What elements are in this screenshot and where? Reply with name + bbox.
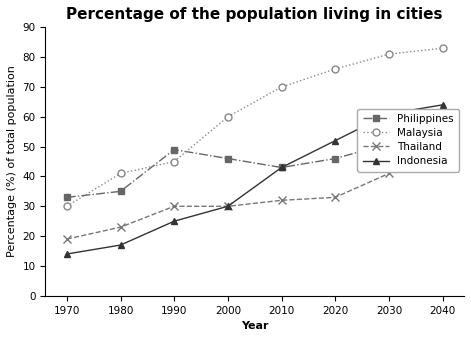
Malaysia (279, 85, 284, 89)
Malaysia (64, 204, 70, 208)
Philippines (386, 142, 392, 146)
Philippines (333, 156, 338, 161)
Line: Thailand: Thailand (63, 142, 447, 243)
Malaysia (386, 52, 392, 56)
Thailand (333, 195, 338, 199)
Malaysia (333, 67, 338, 71)
Malaysia (440, 46, 446, 50)
Indonesia (225, 204, 231, 208)
Philippines (440, 124, 446, 128)
Line: Philippines: Philippines (64, 123, 446, 200)
Malaysia (118, 171, 123, 175)
Philippines (279, 166, 284, 170)
Thailand (279, 198, 284, 202)
Indonesia (440, 103, 446, 107)
Philippines (64, 195, 70, 199)
Indonesia (64, 252, 70, 256)
Philippines (118, 189, 123, 193)
Thailand (440, 145, 446, 149)
Line: Malaysia: Malaysia (63, 45, 446, 210)
Indonesia (333, 139, 338, 143)
Thailand (171, 204, 177, 208)
Thailand (225, 204, 231, 208)
Line: Indonesia: Indonesia (63, 101, 446, 258)
Indonesia (118, 243, 123, 247)
Thailand (386, 171, 392, 175)
Indonesia (386, 112, 392, 116)
Thailand (64, 237, 70, 241)
Malaysia (171, 160, 177, 164)
Thailand (118, 225, 123, 229)
Title: Percentage of the population living in cities: Percentage of the population living in c… (66, 7, 443, 22)
Indonesia (279, 166, 284, 170)
Y-axis label: Percentage (%) of total population: Percentage (%) of total population (7, 66, 17, 258)
Philippines (225, 156, 231, 161)
X-axis label: Year: Year (241, 321, 268, 331)
Legend: Philippines, Malaysia, Thailand, Indonesia: Philippines, Malaysia, Thailand, Indones… (357, 108, 459, 171)
Malaysia (225, 115, 231, 119)
Indonesia (171, 219, 177, 223)
Philippines (171, 148, 177, 152)
